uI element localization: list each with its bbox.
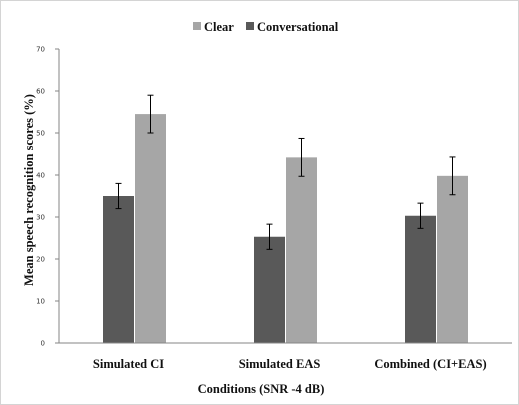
error-bar <box>417 202 424 229</box>
y-axis-ticks: 0 10 20 30 40 50 60 70 <box>36 46 59 348</box>
error-bar <box>298 137 305 177</box>
legend-label-clear: Clear <box>204 20 234 34</box>
bar-clear-3 <box>437 175 468 343</box>
y-tick-label: 10 <box>36 298 45 306</box>
error-bar <box>147 94 154 134</box>
legend-swatch-clear <box>193 22 201 30</box>
y-tick-label: 50 <box>36 130 45 138</box>
error-bar <box>449 156 456 196</box>
bar-conversational-3 <box>405 215 436 343</box>
y-axis-title: Mean speech recognition scores (%) <box>22 94 36 286</box>
y-tick-label: 70 <box>36 46 45 54</box>
error-bar <box>266 223 273 250</box>
bar-conversational-2 <box>254 236 285 343</box>
bar-conversational-1 <box>103 196 134 343</box>
x-category-label: Simulated EAS <box>239 357 321 371</box>
y-tick-label: 0 <box>41 340 45 348</box>
legend-swatch-conversational <box>246 22 254 30</box>
legend: Clear Conversational <box>193 20 339 34</box>
bar-clear-1 <box>135 114 166 343</box>
y-tick-label: 40 <box>36 172 45 180</box>
error-bars <box>115 94 456 250</box>
y-tick-label: 30 <box>36 214 45 222</box>
bar-clear-2 <box>286 157 317 343</box>
x-category-label: Simulated CI <box>93 357 164 371</box>
x-category-label: Combined (CI+EAS) <box>374 357 486 371</box>
x-axis-title: Conditions (SNR -4 dB) <box>198 382 325 396</box>
y-tick-label: 20 <box>36 256 45 264</box>
bars <box>103 114 468 343</box>
y-tick-label: 60 <box>36 88 45 96</box>
error-bar <box>115 182 122 210</box>
legend-label-conversational: Conversational <box>257 20 339 34</box>
x-axis-labels: Simulated CI Simulated EAS Combined (CI+EA… <box>93 357 487 371</box>
